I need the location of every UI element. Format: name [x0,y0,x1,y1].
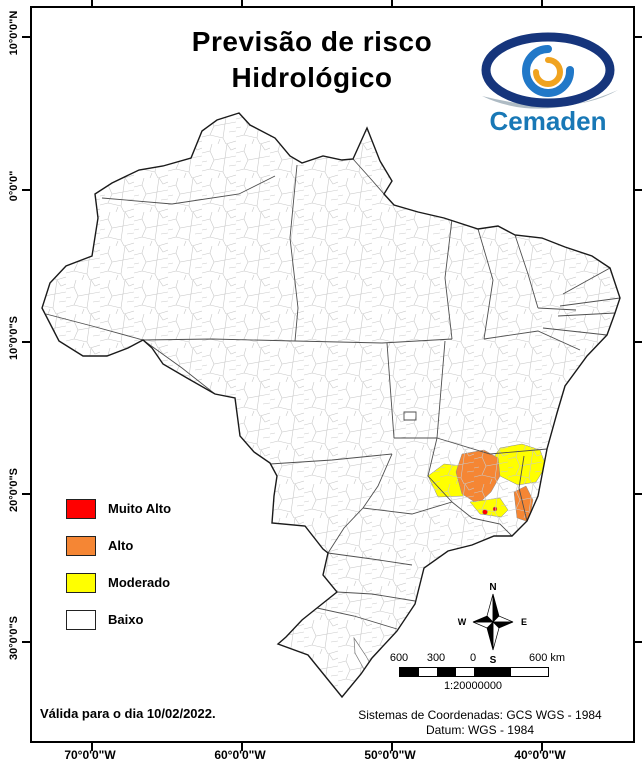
lon-label-70w: 70°0'0"W [64,748,116,762]
compass-east-label: E [521,617,527,627]
logo-swirl [522,45,575,97]
tick-right [635,493,642,495]
legend-swatch-baixo [66,609,96,630]
page-title-line1: Previsão de risco [191,26,433,57]
lat-label-10s: 10°0'0"S [8,315,20,361]
tick-bottom [541,743,543,751]
legend-swatch-muito-alto [66,498,96,519]
compass-north-label: N [489,582,496,593]
lon-label-40w: 40°0'0"W [514,748,566,762]
tick-left [22,36,30,38]
state-boundaries [45,158,620,630]
legend-item-muito-alto: Muito Alto [66,498,171,519]
scale-ratio: 1:20000000 [443,680,503,692]
page-title: Previsão de risco Hidrológico [142,24,482,96]
scale-bar-blocks [399,667,549,677]
legend-item-alto: Alto [66,535,171,556]
legend-label-baixo: Baixo [108,612,144,627]
coordinate-system-line: Sistemas de Coordenadas: GCS WGS - 1984 [358,708,602,722]
compass-rose: N W E S [458,582,527,666]
scale-label-300: 300 [426,652,446,664]
scale-bar: 600 300 0 600 km 1:20000000 [384,652,629,698]
cemaden-logo: Cemaden [481,32,618,136]
logo-wordmark: Cemaden [489,106,606,136]
compass-west-label: W [458,617,467,627]
coordinate-system-note: Sistemas de Coordenadas: GCS WGS - 1984 … [332,708,628,738]
brazil-country-outline [41,112,621,699]
tick-bottom [91,743,93,751]
scale-label-600km: 600 km [528,652,566,664]
lat-label-0: 0°0'0" [8,170,20,202]
scale-segment [455,668,474,676]
map-frame: Previsão de risco Hidrológico Cemaden Mu… [22,0,642,751]
tick-left [22,341,30,343]
tick-right [635,36,642,38]
logo-eye-ring [481,32,615,108]
scale-segment [474,668,511,676]
brazil-map-canvas [41,112,621,699]
tick-right [635,189,642,191]
risk-legend: Muito Alto Alto Moderado Baixo [66,498,171,646]
municipality-boundaries [42,113,620,697]
lat-label-30s: 30°0'0"S [8,615,20,661]
scale-segment [511,668,548,676]
tick-top [241,0,243,6]
lat-label-10n: 10°0'0"N [8,10,20,56]
lon-label-60w: 60°0'0"W [214,748,266,762]
tick-top [391,0,393,6]
tick-right [635,341,642,343]
legend-label-alto: Alto [108,538,134,553]
logo-swoosh [482,90,618,109]
lon-label-50w: 50°0'0"W [364,748,416,762]
legend-label-moderado: Moderado [108,575,171,590]
scale-label-600-left: 600 [389,652,409,664]
tick-left [22,641,30,643]
logo-swirl-orange [533,57,563,87]
tick-bottom [241,743,243,751]
legend-item-baixo: Baixo [66,609,171,630]
legend-swatch-alto [66,535,96,556]
scale-segment [400,668,419,676]
legend-swatch-moderado [66,572,96,593]
scale-segment [418,668,437,676]
tick-left [22,189,30,191]
page-title-line2: Hidrológico [231,62,393,93]
tick-bottom [391,743,393,751]
compass-star [472,593,514,651]
compass-south-label: S [490,655,497,666]
legend-item-moderado: Moderado [66,572,171,593]
legend-label-muito-alto: Muito Alto [108,501,172,516]
tick-left [22,493,30,495]
datum-line: Datum: WGS - 1984 [425,723,535,737]
validity-date: Válida para o dia 10/02/2022. [40,706,216,721]
tick-right [635,641,642,643]
tick-top [91,0,93,6]
lat-label-20s: 20°0'0"S [8,467,20,513]
scale-segment [437,668,456,676]
scale-label-0: 0 [469,652,477,664]
tick-top [541,0,543,6]
